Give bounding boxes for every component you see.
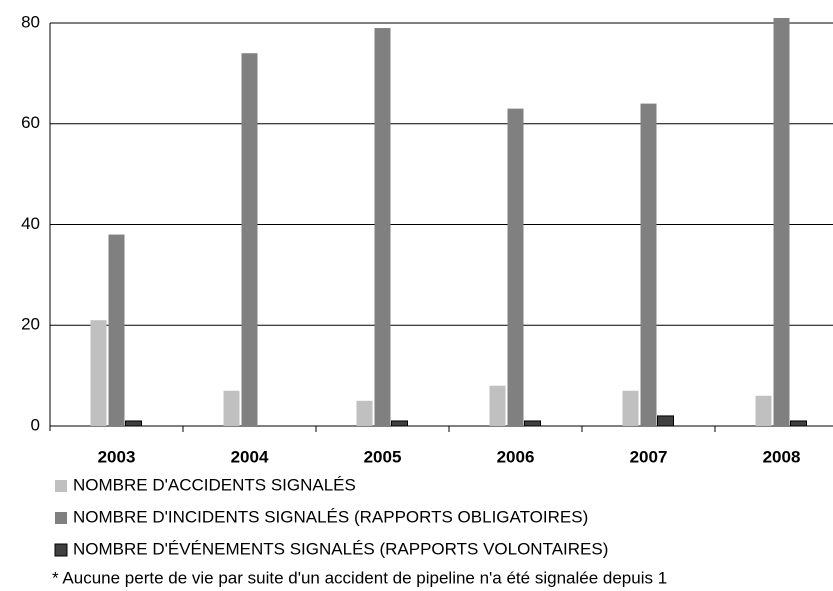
bar: [374, 28, 391, 426]
x-tick-label: 2006: [497, 447, 535, 466]
x-tick-label: 2003: [98, 447, 136, 466]
y-tick-label: 20: [21, 315, 40, 334]
bar: [391, 420, 408, 427]
x-tick-label: 2004: [231, 447, 269, 466]
legend-label: NOMBRE D'INCIDENTS SIGNALÉS (RAPPORTS OB…: [73, 507, 588, 526]
y-tick-label: 80: [21, 12, 40, 31]
y-tick-label: 60: [21, 113, 40, 132]
x-tick-label: 2007: [630, 447, 668, 466]
footnote: * Aucune perte de vie par suite d'un acc…: [52, 568, 667, 587]
bar: [356, 400, 373, 426]
bar: [790, 420, 807, 427]
bar: [108, 234, 125, 426]
legend-swatch: [54, 543, 68, 557]
legend-label: NOMBRE D'ÉVÉNEMENTS SIGNALÉS (RAPPORTS V…: [73, 539, 608, 558]
bar: [241, 53, 258, 426]
legend-swatch: [55, 480, 67, 492]
bar: [640, 103, 657, 426]
x-tick-label: 2005: [364, 447, 402, 466]
bar: [622, 390, 639, 426]
bar: [223, 390, 240, 426]
y-tick-label: 40: [21, 214, 40, 233]
bar: [524, 420, 541, 427]
legend-label: NOMBRE D'ACCIDENTS SIGNALÉS: [73, 475, 356, 494]
y-tick-label: 0: [31, 415, 40, 434]
bar: [657, 415, 674, 427]
legend-swatch: [55, 512, 67, 524]
bar: [489, 385, 506, 426]
bar: [755, 395, 772, 426]
bar: [90, 320, 107, 426]
x-tick-label: 2008: [763, 447, 801, 466]
bar: [507, 108, 524, 426]
bar: [773, 17, 790, 427]
bar: [125, 420, 142, 427]
